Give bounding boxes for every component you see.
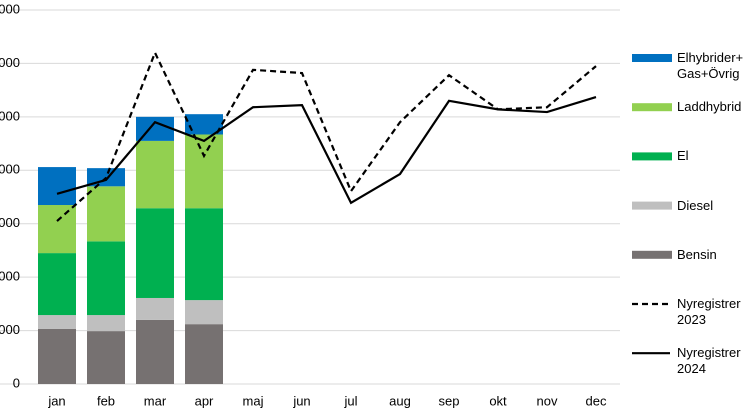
x-tick-label: maj [243, 393, 264, 408]
y-tick-label: 15 000 [0, 215, 20, 230]
bar-segment [185, 300, 223, 325]
y-tick-label: 10 000 [0, 269, 20, 284]
legend-swatch [632, 201, 672, 210]
bar-segment [87, 241, 125, 316]
legend-swatch [632, 152, 672, 161]
bar-segment [38, 167, 76, 206]
x-tick-label: aug [389, 393, 411, 408]
bar-segment [38, 253, 76, 316]
bar-segment [38, 205, 76, 254]
legend-label: Bensin [677, 246, 717, 262]
bar-segment [136, 319, 174, 384]
x-tick-label: mar [144, 393, 167, 408]
legend-swatch [632, 103, 672, 112]
x-tick-label: jun [292, 393, 310, 408]
legend-label: Nyregistrer 2024 [677, 345, 741, 377]
x-tick-label: okt [489, 393, 507, 408]
legend-label: Diesel [677, 197, 714, 213]
legend-label: Nyregistrer 2023 [677, 296, 741, 327]
y-tick-label: 20 000 [0, 162, 20, 177]
legend-label: Laddhybrid [677, 99, 742, 115]
y-tick-label: 35 000 [0, 1, 20, 16]
bar-segment [185, 134, 223, 209]
y-tick-label: 25 000 [0, 108, 20, 123]
x-tick-label: apr [195, 393, 214, 408]
x-tick-label: feb [97, 393, 115, 408]
bar-segment [87, 186, 125, 242]
x-tick-label: sep [439, 393, 460, 408]
bar-segment [38, 328, 76, 384]
y-tick-label: 5 000 [0, 322, 20, 337]
legend-label: Elhybrider+ Gas+Övrig [677, 50, 744, 81]
bar-segment [87, 315, 125, 332]
legend-label: El [677, 148, 689, 164]
y-tick-label: 0 [13, 375, 20, 390]
legend-swatch [632, 54, 672, 62]
legend-swatch [632, 250, 672, 259]
bar-segment [136, 297, 174, 320]
bar-segment [136, 140, 174, 209]
bar-segment [185, 114, 223, 135]
x-tick-label: jul [343, 393, 357, 408]
x-tick-label: nov [537, 393, 558, 408]
bar-segment [87, 331, 125, 384]
bar-segment [185, 324, 223, 384]
x-tick-label: dec [586, 393, 607, 408]
bar-segment [185, 208, 223, 301]
bar-segment [136, 208, 174, 298]
x-tick-label: jan [47, 393, 65, 408]
bar-segment [38, 315, 76, 329]
y-tick-label: 30 000 [0, 55, 20, 70]
line-series [56, 96, 597, 205]
